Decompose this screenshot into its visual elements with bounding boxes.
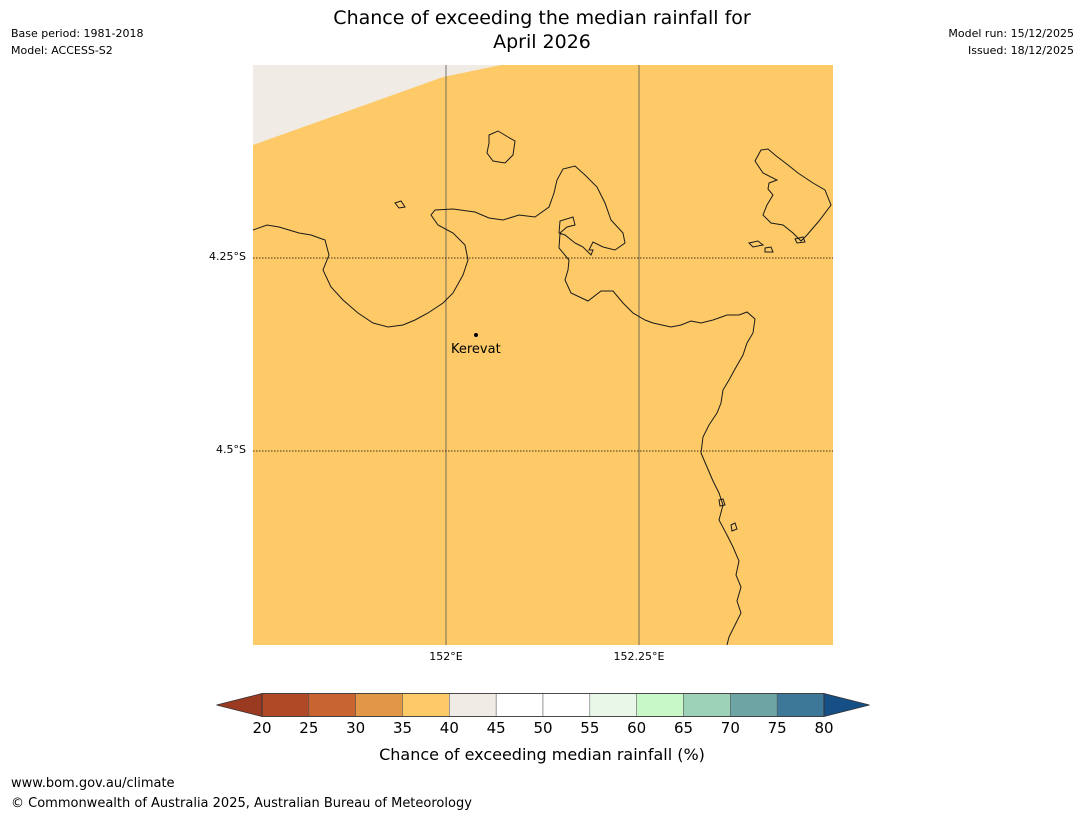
map-svg	[253, 65, 833, 645]
colorbar-tick-label: 45	[486, 719, 506, 737]
map-title: Chance of exceeding the median rainfall …	[292, 6, 792, 54]
coastline-islet-coast-2	[730, 522, 738, 532]
probability-fill-35-40	[253, 65, 833, 645]
colorbar-tick-label: 80	[814, 719, 834, 737]
colorbar-tick-label: 40	[439, 719, 459, 737]
colorbar-segment	[589, 693, 637, 717]
colorbar-tick-label: 20	[252, 719, 272, 737]
kerevat-marker[interactable]	[474, 333, 478, 337]
lat-label-4-5: 4.5°S	[216, 443, 246, 456]
colorbar-tick-label: 65	[673, 719, 694, 737]
colorbar-tick-label: 25	[299, 719, 319, 737]
probability-fill-40-45	[253, 65, 501, 145]
colorbar-tick-label: 55	[580, 719, 600, 737]
colorbar-tick-label: 60	[627, 719, 647, 737]
colorbar-segment	[355, 693, 403, 717]
footer-url[interactable]: www.bom.gov.au/climate	[11, 776, 175, 791]
colorbar-segment	[683, 693, 731, 717]
base-period: Base period: 1981-2018	[11, 27, 144, 40]
colorbar-segment	[730, 693, 778, 717]
colorbar-segment	[402, 693, 450, 717]
colorbar-extend-low	[216, 693, 262, 717]
colorbar-tick-label: 70	[720, 719, 740, 737]
model-run-date: Model run: 15/12/2025	[948, 27, 1074, 40]
coastline-islet-north	[486, 130, 516, 164]
lat-label-4-25: 4.25°S	[209, 250, 246, 263]
colorbar-segment	[636, 693, 684, 717]
coastline-islet-east-1	[748, 240, 765, 248]
colorbar-segment	[495, 693, 544, 717]
colorbar-tick-label: 75	[767, 719, 787, 737]
colorbar-label: Chance of exceeding median rainfall (%)	[379, 745, 705, 764]
coastline-islet-east-3	[794, 236, 806, 244]
colorbar-segment	[449, 693, 497, 717]
colorbar-segment	[261, 693, 310, 717]
model-info: Base period: 1981-2018 Model: ACCESS-S2	[11, 25, 143, 59]
coastline-islet-west	[394, 200, 406, 209]
lon-label-152: 152°E	[429, 650, 463, 663]
coastline-duke-of-york	[754, 148, 832, 242]
colorbar-segment	[308, 693, 356, 717]
coastline-gazelle	[253, 165, 756, 645]
colorbar-tick-label: 35	[392, 719, 413, 737]
lon-label-152-25: 152.25°E	[613, 650, 665, 663]
colorbar-segment	[542, 693, 591, 717]
colorbar-tick-label: 30	[346, 719, 366, 737]
map-panel[interactable]	[253, 65, 833, 645]
issued-date: Issued: 18/12/2025	[967, 44, 1074, 57]
colorbar-segment	[776, 693, 825, 717]
colorbar-extend-high	[824, 693, 870, 717]
colorbar-tick-label: 50	[533, 719, 553, 737]
coastline-islet-east-2	[764, 246, 774, 253]
map-title-line2: April 2026	[493, 31, 591, 53]
map-title-line1: Chance of exceeding the median rainfall …	[333, 7, 751, 29]
colorbar	[216, 692, 870, 718]
place-label-kerevat: Kerevat	[451, 342, 501, 357]
run-info: Model run: 15/12/2025 Issued: 18/12/2025	[948, 25, 1074, 59]
coastline-islet-coast-1	[718, 498, 726, 507]
model-name: Model: ACCESS-S2	[11, 44, 113, 57]
footer-copyright: © Commonwealth of Australia 2025, Austra…	[11, 796, 472, 811]
